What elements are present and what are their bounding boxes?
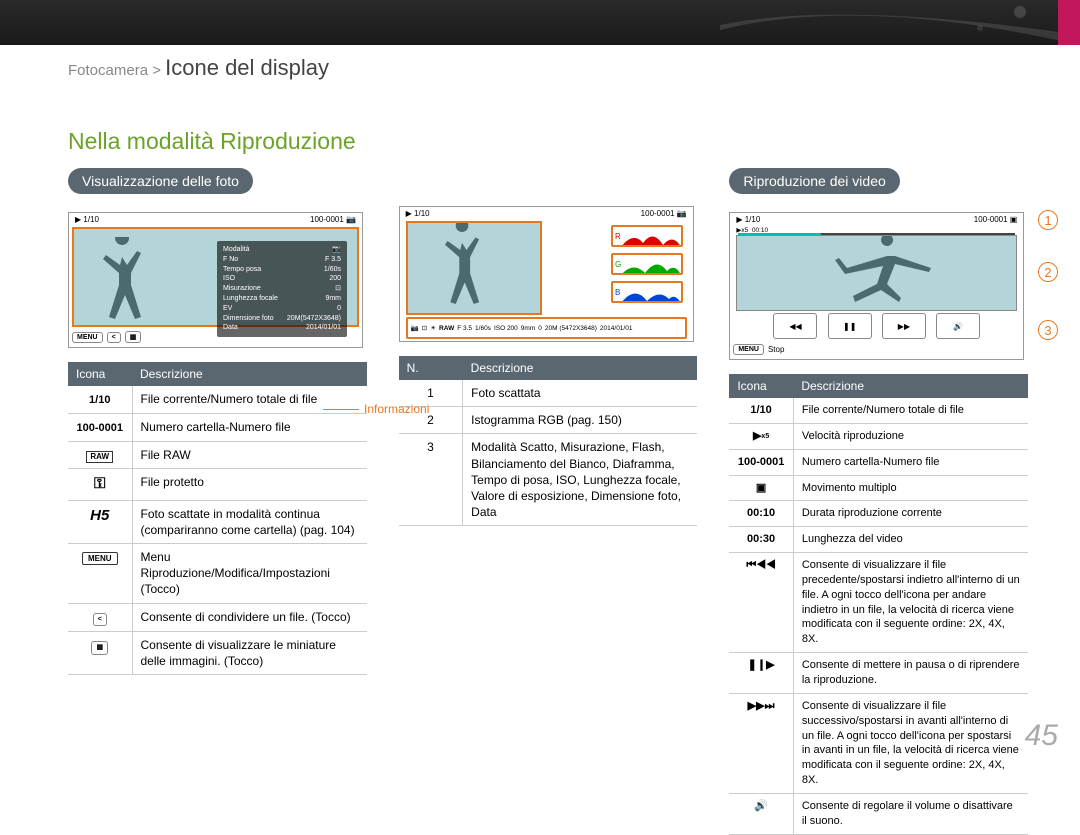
speed-icon: ▶x5: [753, 429, 769, 444]
table-row: 00:30Lunghezza del video: [729, 527, 1028, 553]
svg-text:B: B: [615, 288, 620, 297]
table-row: 3Modalità Scatto, Misurazione, Flash, Bi…: [399, 434, 698, 526]
magenta-tab: [1058, 0, 1080, 45]
lcd-bottombar: MENU < ▦: [72, 329, 359, 345]
table-histogram: N.Descrizione 1Foto scattata 2Istogramma…: [399, 356, 698, 526]
lcd-topbar: ▶ 1/10 100-0001 ▣: [736, 215, 1017, 224]
table-row: 00:10Durata riproduzione corrente: [729, 501, 1028, 527]
share-icon[interactable]: <: [107, 332, 121, 343]
header-bar: [0, 0, 1080, 45]
table-row: H5Foto scattate in modalità continua (co…: [68, 500, 367, 543]
histogram-r: R: [611, 225, 683, 247]
table-row: ▶x5Velocità riproduzione: [729, 423, 1028, 449]
video-frame: [736, 235, 1017, 311]
lcd-histogram: ▶ 1/10 100-0001 📷 R G B 📷⊡☀RAWF 3.51/60s…: [399, 206, 694, 342]
breadcrumb: Fotocamera > Icone del display: [68, 55, 329, 81]
table-row: ▶▶⏭Consente di visualizzare il file succ…: [729, 693, 1028, 793]
table-row: 2Istogramma RGB (pag. 150): [399, 407, 698, 434]
table-row: 🔊Consente di regolare il volume o disatt…: [729, 793, 1028, 834]
table-row: ❚❙▶Consente di mettere in pausa o di rip…: [729, 653, 1028, 694]
header-swoosh: [720, 0, 1080, 45]
section-title: Nella modalità Riproduzione: [68, 128, 356, 155]
histogram-g: G: [611, 253, 683, 275]
rewind-button[interactable]: ◀◀: [773, 313, 817, 339]
silhouette-icon: [94, 237, 158, 327]
page-number: 45: [1025, 719, 1058, 753]
table-video: IconaDescrizione 1/10File corrente/Numer…: [729, 374, 1028, 835]
menu-stop[interactable]: MENU: [733, 344, 764, 355]
table-row: 1/10File corrente/Numero totale di file: [68, 386, 367, 413]
table-row: <Consente di condividere un file. (Tocco…: [68, 603, 367, 631]
table-row: 1Foto scattata: [399, 380, 698, 407]
thumb-icon[interactable]: ▦: [125, 331, 142, 343]
table-photo: IconaDescrizione 1/10File corrente/Numer…: [68, 362, 367, 675]
table-row: 100-0001Numero cartella-Numero file: [68, 413, 367, 441]
callout-info: Informazioni: [364, 402, 429, 416]
menu-icon[interactable]: MENU: [72, 332, 103, 343]
breadcrumb-prefix: Fotocamera >: [68, 62, 165, 79]
forward-button[interactable]: ▶▶: [882, 313, 926, 339]
col-histogram: ▶ 1/10 100-0001 📷 R G B 📷⊡☀RAWF 3.51/60s…: [399, 168, 698, 835]
callout-1: 1: [1038, 210, 1058, 230]
multi-icon: ▣: [756, 481, 766, 496]
table-row: ⏮◀◀Consente di visualizzare il file prec…: [729, 553, 1028, 653]
silhouette-icon: [408, 223, 540, 313]
forward-icon: ▶▶⏭: [748, 699, 775, 714]
photo-frame: [406, 221, 542, 315]
lcd-video: ▶ 1/10 100-0001 ▣ ▶x5 00:10 ◀◀ ❚❚ ▶▶ 🔊 M…: [729, 212, 1024, 360]
volume-icon: 🔊: [754, 799, 768, 814]
table-row: MENUMenu Riproduzione/Modifica/Impostazi…: [68, 544, 367, 604]
volume-button[interactable]: 🔊: [936, 313, 980, 339]
lcd-photo: ▶ 1/10 100-0001 📷 Modalità📷 F NoF 3.5 Te…: [68, 212, 363, 348]
bottom-info-bar: 📷⊡☀RAWF 3.51/60sISO 200 9mm020M (5472X36…: [406, 317, 687, 339]
callout-line: [323, 409, 359, 410]
histogram-b: B: [611, 281, 683, 303]
callout-2: 2: [1038, 262, 1058, 282]
lcd-inner: Modalità📷 F NoF 3.5 Tempo posa1/60s ISO2…: [72, 227, 359, 327]
breadcrumb-main: Icone del display: [165, 55, 329, 80]
rewind-icon: ⏮◀◀: [746, 558, 776, 573]
subtitle-video: Riproduzione dei video: [729, 168, 899, 194]
pause-icon: ❚❙▶: [748, 658, 775, 673]
callout-3: 3: [1038, 320, 1058, 340]
svg-text:R: R: [615, 232, 621, 241]
table-row: 1/10File corrente/Numero totale di file: [729, 398, 1028, 423]
table-row: ▣Movimento multiplo: [729, 475, 1028, 501]
table-row: ⚿File protetto: [68, 469, 367, 500]
col-video: Riproduzione dei video ▶ 1/10 100-0001 ▣…: [729, 168, 1028, 835]
lcd-topbar: ▶ 1/10 100-0001 📷: [75, 215, 356, 224]
table-row: 100-0001Numero cartella-Numero file: [729, 449, 1028, 475]
pause-button[interactable]: ❚❚: [828, 313, 872, 339]
table-row: RAWFile RAW: [68, 441, 367, 469]
info-box: Modalità📷 F NoF 3.5 Tempo posa1/60s ISO2…: [217, 241, 347, 337]
col-photo-view: Visualizzazione delle foto ▶ 1/10 100-00…: [68, 168, 367, 835]
video-controls: ◀◀ ❚❚ ▶▶ 🔊: [730, 313, 1023, 339]
dancer-silhouette-icon: [737, 236, 1016, 310]
table-row: ▦Consente di visualizzare le miniature d…: [68, 632, 367, 675]
lcd-topbar: ▶ 1/10 100-0001 📷: [406, 209, 687, 218]
svg-text:G: G: [615, 260, 621, 269]
subtitle-photo: Visualizzazione delle foto: [68, 168, 253, 194]
